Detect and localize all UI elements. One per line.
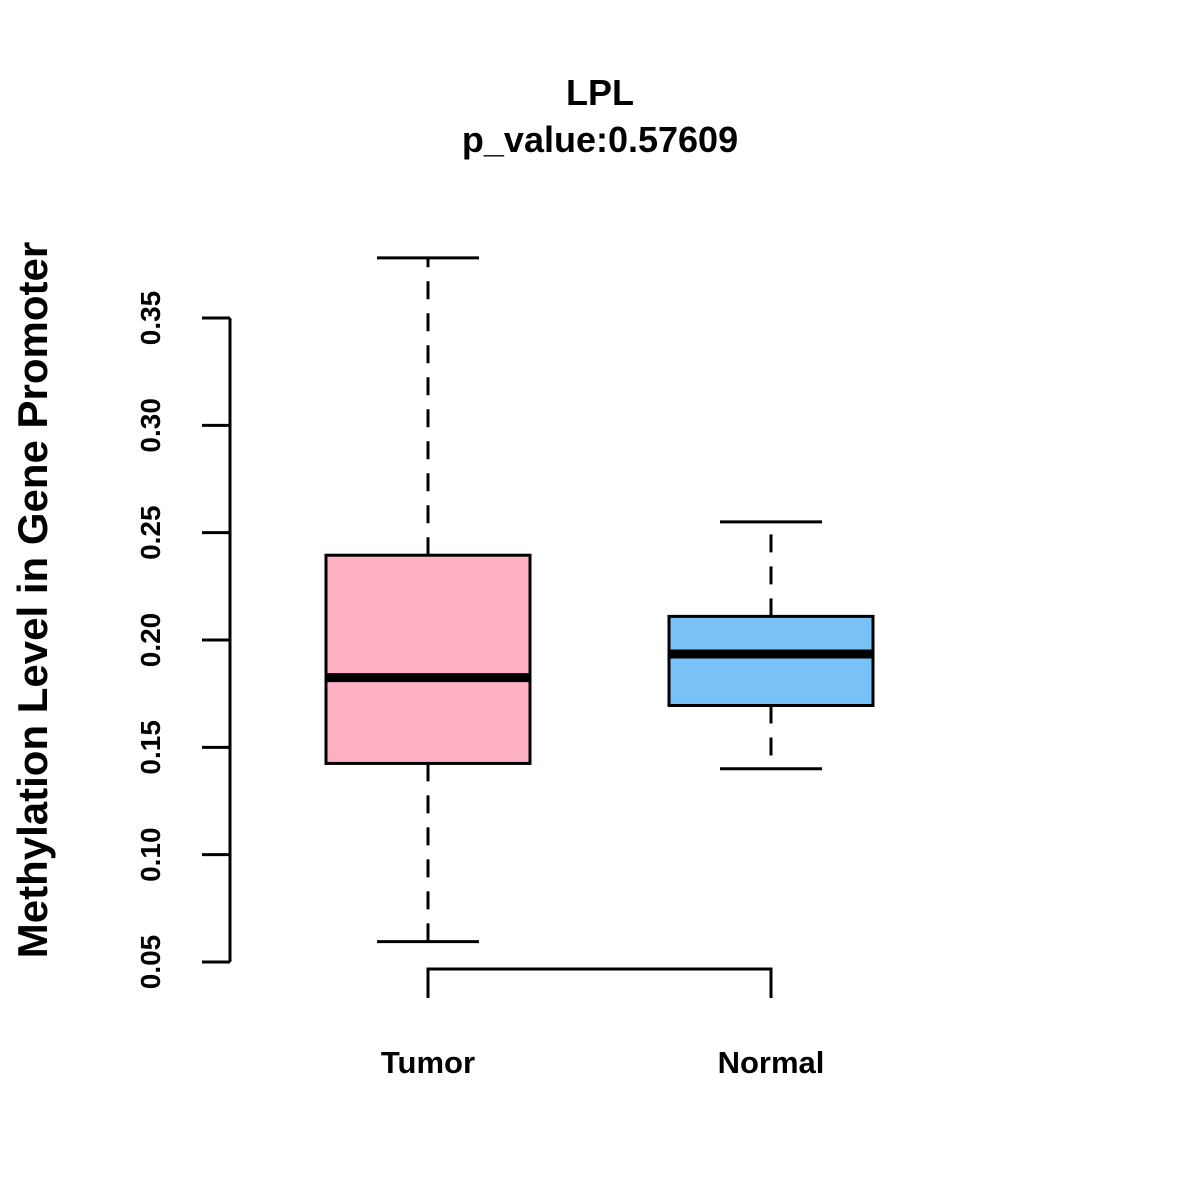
boxes-group <box>324 256 875 944</box>
box-tumor <box>324 256 532 944</box>
y-tick-label: 0.05 <box>135 935 166 990</box>
iqr-box <box>324 553 532 765</box>
y-tick-label: 0.15 <box>135 720 166 775</box>
y-tick-label: 0.30 <box>135 398 166 453</box>
chart-title: LPL <box>566 72 634 113</box>
box-normal <box>667 520 875 771</box>
category-label-normal: Normal <box>718 1045 825 1080</box>
bracket-line <box>426 967 773 998</box>
chart-subtitle: p_value:0.57609 <box>462 119 738 160</box>
y-tick-label: 0.10 <box>135 827 166 882</box>
y-tick-label: 0.25 <box>135 505 166 560</box>
iqr-box <box>667 614 875 707</box>
y-tick-label: 0.35 <box>135 291 166 346</box>
category-label-tumor: Tumor <box>381 1045 475 1080</box>
y-axis: 0.05 0.10 0.15 0.20 0.25 0.30 0.35 <box>135 291 232 990</box>
y-tick-label: 0.20 <box>135 613 166 668</box>
y-axis-label: Methylation Level in Gene Promoter <box>9 242 56 958</box>
significance-bracket <box>426 967 773 998</box>
category-labels: Tumor Normal <box>381 1045 824 1080</box>
